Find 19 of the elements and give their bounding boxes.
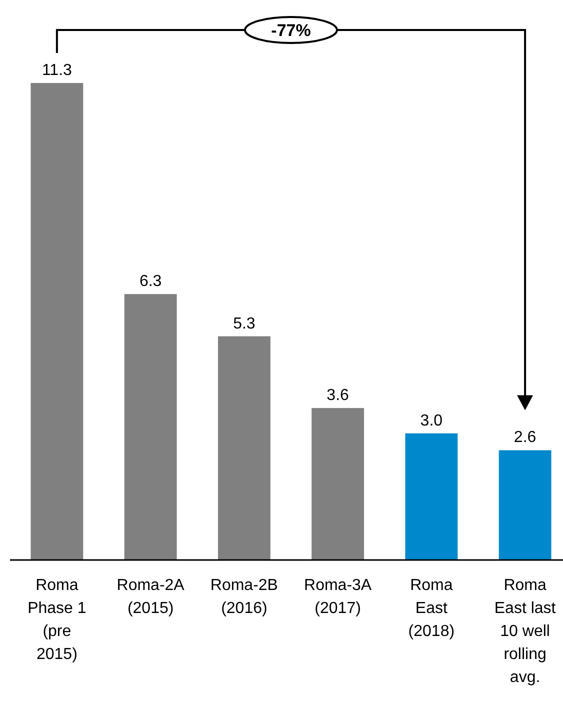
- data-label: 3.6: [326, 387, 350, 404]
- data-label: 6.3: [139, 273, 162, 290]
- bar: [30, 83, 84, 560]
- data-label: 3.0: [420, 412, 443, 430]
- text: -77%: [271, 21, 311, 40]
- x-tick-label: Roma Phase 1 (pre 2015): [28, 577, 86, 663]
- data-label: 11.3: [42, 62, 72, 79]
- bar: [218, 336, 270, 560]
- bar: [124, 294, 177, 560]
- x-tick-label: Roma-3A (2017): [304, 577, 372, 617]
- bar: [312, 408, 364, 560]
- bar: [498, 450, 552, 560]
- x-tick-label: Roma-2A (2015): [116, 577, 185, 617]
- x-tick-label: Roma East (2018): [408, 577, 455, 640]
- data-label: 2.6: [514, 429, 536, 446]
- x-tick-label: Roma East last 10 well rolling avg.: [494, 577, 556, 686]
- data-label: 5.3: [233, 315, 256, 332]
- x-tick-label: Roma-2B (2016): [210, 577, 278, 617]
- bar: [405, 433, 458, 560]
